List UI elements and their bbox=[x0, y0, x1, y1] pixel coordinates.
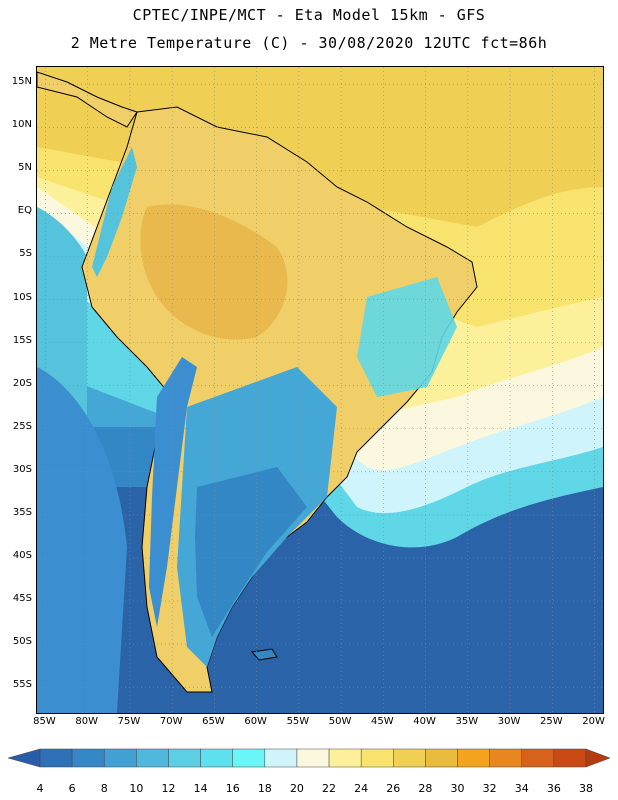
lat-tick-label: 45S bbox=[12, 593, 32, 605]
colorbar-tick-label: 34 bbox=[514, 782, 529, 795]
colorbar-segment bbox=[360, 748, 394, 768]
lat-tick-label: 25S bbox=[12, 420, 32, 432]
lon-tick-label: 35W bbox=[455, 716, 479, 727]
lon-tick-label: 30W bbox=[497, 716, 521, 727]
colorbar-segment bbox=[328, 748, 362, 768]
lat-tick-label: 50S bbox=[12, 636, 32, 648]
colorbar-tick-label: 22 bbox=[322, 782, 337, 795]
colorbar-tick-label: 18 bbox=[257, 782, 272, 795]
colorbar-segment bbox=[71, 748, 105, 768]
lat-tick-label: 40S bbox=[12, 549, 32, 561]
lat-tick-label: 10N bbox=[11, 119, 32, 131]
lat-tick-label: 10S bbox=[12, 291, 32, 303]
colorbar-tick-label: 30 bbox=[450, 782, 465, 795]
colorbar-tick-label: 20 bbox=[289, 782, 304, 795]
colorbar-segment bbox=[264, 748, 298, 768]
lat-tick-label: 20S bbox=[12, 377, 32, 389]
colorbar-tick-label: 4 bbox=[36, 782, 44, 795]
colorbar-low-triangle bbox=[7, 748, 41, 768]
colorbar-segment bbox=[296, 748, 330, 768]
lon-tick-label: 80W bbox=[75, 716, 98, 727]
lon-tick-label: 40W bbox=[413, 716, 436, 727]
temperature-map bbox=[36, 66, 604, 714]
colorbar-tick-label: 24 bbox=[354, 782, 369, 795]
colorbar-tick-label: 28 bbox=[418, 782, 433, 795]
lon-tick-label: 85W bbox=[33, 716, 56, 727]
colorbar-segment bbox=[457, 748, 490, 768]
lat-tick-label: 15N bbox=[11, 76, 32, 88]
colorbar-segment bbox=[521, 748, 555, 768]
colorbar-tick-label: 16 bbox=[225, 782, 240, 795]
lon-tick-label: 20W bbox=[582, 716, 605, 727]
lon-tick-label: 50W bbox=[328, 716, 352, 727]
map-subtitle: 2 Metre Temperature (C) - 30/08/2020 12U… bbox=[70, 34, 548, 52]
colorbar-segment bbox=[39, 748, 73, 768]
lon-tick-label: 45W bbox=[371, 716, 394, 727]
colorbar-tick-label: 12 bbox=[161, 782, 176, 795]
colorbar-segment bbox=[489, 748, 523, 768]
colorbar-tick-label: 10 bbox=[129, 782, 144, 795]
colorbar bbox=[7, 748, 611, 768]
colorbar-segment bbox=[232, 748, 266, 768]
colorbar-tick-label: 6 bbox=[68, 782, 76, 795]
lon-tick-label: 70W bbox=[159, 716, 183, 727]
lon-tick-label: 75W bbox=[117, 716, 141, 727]
colorbar-segment bbox=[425, 748, 458, 768]
colorbar-tick-label: 26 bbox=[386, 782, 401, 795]
colorbar-segment bbox=[200, 748, 233, 768]
lon-tick-label: 65W bbox=[202, 716, 225, 727]
colorbar-tick-label: 14 bbox=[193, 782, 208, 795]
lon-tick-label: 25W bbox=[540, 716, 563, 727]
colorbar-segment bbox=[168, 748, 201, 768]
central-america-land bbox=[37, 71, 138, 128]
lat-tick-label: 30S bbox=[12, 463, 32, 475]
colorbar-segment bbox=[393, 748, 426, 768]
colorbar-segment bbox=[136, 748, 169, 768]
lat-tick-label: 5S bbox=[19, 248, 32, 260]
colorbar-segment bbox=[103, 748, 137, 768]
lat-tick-label: 35S bbox=[12, 506, 32, 518]
colorbar-tick-label: 36 bbox=[546, 782, 561, 795]
lon-tick-label: 60W bbox=[244, 716, 267, 727]
map-title: CPTEC/INPE/MCT - Eta Model 15km - GFS bbox=[132, 6, 486, 24]
lat-tick-label: EQ bbox=[17, 205, 32, 217]
colorbar-high-triangle bbox=[585, 748, 611, 768]
map-canvas bbox=[37, 67, 603, 713]
lat-tick-label: 15S bbox=[12, 334, 32, 346]
colorbar-tick-label: 32 bbox=[482, 782, 497, 795]
colorbar-segment bbox=[553, 748, 587, 768]
lat-tick-label: 5N bbox=[18, 162, 32, 174]
colorbar-tick-label: 38 bbox=[579, 782, 593, 795]
colorbar-tick-label: 8 bbox=[100, 782, 108, 795]
lon-tick-label: 55W bbox=[286, 716, 310, 727]
lat-tick-label: 55S bbox=[12, 679, 32, 691]
